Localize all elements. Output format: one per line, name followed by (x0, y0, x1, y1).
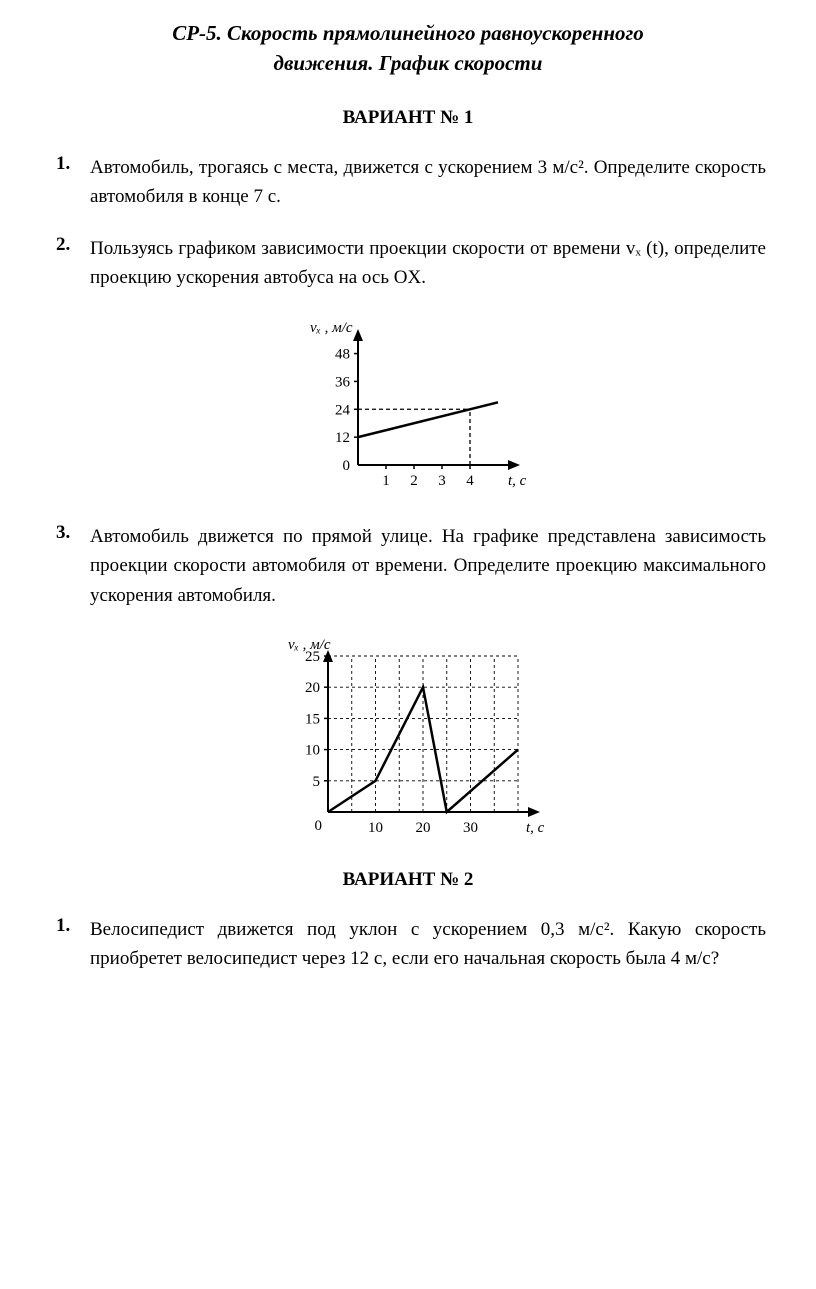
title-line2: движения. График скорости (274, 51, 543, 75)
svg-text:36: 36 (335, 374, 351, 390)
svg-text:48: 48 (335, 346, 350, 362)
svg-text:12: 12 (335, 430, 350, 446)
variant2-heading: ВАРИАНТ № 2 (50, 869, 766, 891)
problem-number: 2. (50, 234, 90, 293)
svg-text:10: 10 (305, 743, 320, 759)
svg-text:2: 2 (410, 473, 418, 489)
svg-text:20: 20 (416, 820, 431, 836)
problem-text: Автомобиль, трогаясь с места, движется с… (90, 153, 766, 212)
svg-text:3: 3 (438, 473, 446, 489)
svg-text:vₓ , м/c: vₓ , м/c (310, 320, 353, 336)
svg-text:t, c: t, c (508, 473, 527, 489)
title-line1: Скорость прямолинейного равноускоренного (227, 21, 644, 45)
problem-number: 1. (50, 153, 90, 212)
svg-text:25: 25 (305, 649, 320, 665)
problem-v1-1: 1. Автомобиль, трогаясь с места, движетс… (50, 153, 766, 212)
chart1-container: vₓ , м/c0122436481234t, c (50, 315, 766, 500)
svg-text:1: 1 (382, 473, 390, 489)
problem-text: Пользуясь графиком зависимости проекции … (90, 234, 766, 293)
svg-text:15: 15 (305, 711, 320, 727)
svg-text:10: 10 (368, 820, 383, 836)
chart2: vₓ , м/c5101520250102030t, c (258, 632, 558, 842)
problem-text: Велосипедист движется под уклон с ускоре… (90, 915, 766, 974)
svg-text:4: 4 (466, 473, 474, 489)
problem-number: 1. (50, 915, 90, 974)
problem-v2-1: 1. Велосипедист движется под уклон с уск… (50, 915, 766, 974)
title-prefix: СР-5. (172, 21, 222, 45)
page-title: СР-5. Скорость прямолинейного равноускор… (50, 18, 766, 79)
chart1: vₓ , м/c0122436481234t, c (278, 315, 538, 495)
svg-text:24: 24 (335, 402, 351, 418)
chart2-container: vₓ , м/c5101520250102030t, c (50, 632, 766, 847)
svg-text:30: 30 (463, 820, 478, 836)
problem-text: Автомобиль движется по прямой улице. На … (90, 522, 766, 610)
problem-v1-3: 3. Автомобиль движется по прямой улице. … (50, 522, 766, 610)
svg-text:5: 5 (313, 774, 321, 790)
svg-text:0: 0 (343, 458, 351, 474)
problem-number: 3. (50, 522, 90, 610)
svg-text:0: 0 (315, 818, 323, 834)
svg-text:t, c: t, c (526, 820, 545, 836)
svg-text:20: 20 (305, 680, 320, 696)
variant1-heading: ВАРИАНТ № 1 (50, 107, 766, 129)
problem-v1-2: 2. Пользуясь графиком зависимости проекц… (50, 234, 766, 293)
